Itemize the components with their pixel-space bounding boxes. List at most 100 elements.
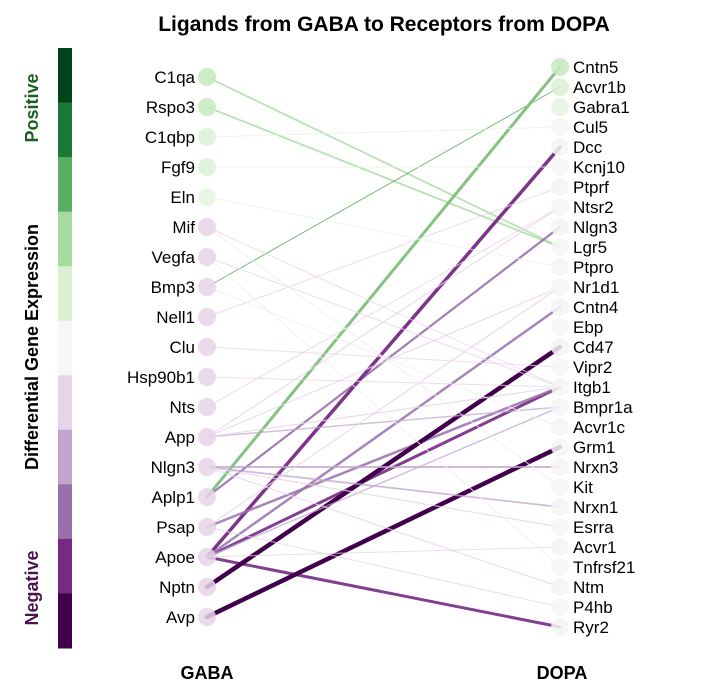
link-hsp90b1-itgb1	[206, 376, 561, 388]
receptor-node[interactable]	[551, 518, 569, 536]
ligand-node[interactable]	[198, 188, 216, 206]
ligand-node[interactable]	[198, 98, 216, 116]
ligand-node[interactable]	[198, 428, 216, 446]
receptor-node[interactable]	[551, 578, 569, 596]
receptor-node[interactable]	[551, 618, 569, 636]
link-eln-ptpro	[206, 196, 561, 268]
receptor-node[interactable]	[551, 338, 569, 356]
legend: Positive Differential Gene Expression Ne…	[22, 48, 72, 649]
ligand-node[interactable]	[198, 608, 216, 626]
receptor-label: Ryr2	[573, 618, 609, 637]
receptor-label: Ptpro	[573, 258, 614, 277]
receptor-node[interactable]	[551, 58, 569, 76]
link-app-nr1d1	[206, 286, 561, 438]
receptor-node[interactable]	[551, 598, 569, 616]
ligand-node[interactable]	[198, 308, 216, 326]
receptor-node[interactable]	[551, 198, 569, 216]
receptor-node[interactable]	[551, 398, 569, 416]
receptor-label: Nrxn3	[573, 458, 618, 477]
ligand-node[interactable]	[198, 278, 216, 296]
link-psap-itgb1	[205, 385, 562, 529]
receptor-node[interactable]	[551, 178, 569, 196]
receptor-node[interactable]	[551, 558, 569, 576]
receptor-node[interactable]	[551, 538, 569, 556]
ligand-node[interactable]	[198, 338, 216, 356]
link-c1qa-lgr5	[206, 76, 561, 248]
receptor-label: Ntsr2	[573, 198, 614, 217]
ligand-node[interactable]	[198, 218, 216, 236]
receptor-label: Gabra1	[573, 98, 630, 117]
legend-negative-label: Negative	[22, 550, 42, 625]
nodes-layer	[198, 58, 569, 636]
legend-swatch	[58, 48, 72, 104]
ligand-node[interactable]	[198, 248, 216, 266]
ligand-label: Nptn	[159, 578, 195, 597]
receptor-node[interactable]	[551, 458, 569, 476]
ligand-label: Clu	[169, 338, 195, 357]
legend-title: Differential Gene Expression	[22, 224, 42, 470]
receptor-node[interactable]	[551, 378, 569, 396]
receptor-label: Dcc	[573, 138, 603, 157]
ligand-node[interactable]	[198, 398, 216, 416]
receptor-node[interactable]	[551, 98, 569, 116]
ligand-label: Nell1	[156, 308, 195, 327]
receptor-node[interactable]	[551, 498, 569, 516]
link-avp-grm1	[204, 444, 563, 620]
receptor-label: Acvr1	[573, 538, 616, 557]
legend-swatch	[58, 157, 72, 213]
receptor-label: Kit	[573, 478, 593, 497]
receptor-label: Ebp	[573, 318, 603, 337]
receptor-label: Grm1	[573, 438, 616, 457]
ligand-node[interactable]	[198, 68, 216, 86]
receptor-node[interactable]	[551, 318, 569, 336]
ligand-node[interactable]	[198, 518, 216, 536]
ligand-node[interactable]	[198, 368, 216, 386]
receptor-node[interactable]	[551, 478, 569, 496]
receptor-node[interactable]	[551, 298, 569, 316]
ligand-node[interactable]	[198, 458, 216, 476]
receptor-label: Cd47	[573, 338, 614, 357]
legend-color-bar	[58, 48, 72, 649]
receptor-node[interactable]	[551, 438, 569, 456]
receptor-label: Cntn5	[573, 58, 618, 77]
receptor-node[interactable]	[551, 258, 569, 276]
legend-swatch	[58, 320, 72, 376]
link-nlgn3-ntm	[206, 466, 561, 588]
link-apoe-bmpr1a	[206, 406, 561, 558]
receptor-node[interactable]	[551, 218, 569, 236]
receptor-label: Acvr1b	[573, 78, 626, 97]
legend-swatch	[58, 484, 72, 540]
ligand-label: C1qa	[154, 68, 195, 87]
receptor-label: Nlgn3	[573, 218, 617, 237]
receptor-node[interactable]	[551, 78, 569, 96]
ligand-label: Nlgn3	[151, 458, 195, 477]
receptor-label: Kcnj10	[573, 158, 625, 177]
ligand-label: Apoe	[155, 548, 195, 567]
receptor-node[interactable]	[551, 118, 569, 136]
receptor-node[interactable]	[551, 138, 569, 156]
legend-swatch	[58, 211, 72, 267]
ligand-node[interactable]	[198, 158, 216, 176]
receptor-label: Itgb1	[573, 378, 611, 397]
legend-swatch	[58, 375, 72, 431]
receptor-node[interactable]	[551, 278, 569, 296]
ligand-node[interactable]	[198, 578, 216, 596]
link-nlgn3-esrra	[206, 466, 561, 528]
legend-swatch	[58, 429, 72, 485]
ligand-node[interactable]	[198, 128, 216, 146]
ligand-label: Nts	[170, 398, 196, 417]
receptor-node[interactable]	[551, 358, 569, 376]
receptor-label: Esrra	[573, 518, 614, 537]
ligand-label: Vegfa	[152, 248, 196, 267]
ligand-label: Psap	[156, 518, 195, 537]
ligand-node[interactable]	[198, 488, 216, 506]
receptor-node[interactable]	[551, 158, 569, 176]
link-nts-ntsr2	[206, 206, 561, 408]
legend-swatch	[58, 102, 72, 158]
receptor-label: Lgr5	[573, 238, 607, 257]
legend-swatch	[58, 593, 72, 649]
receptor-node[interactable]	[551, 238, 569, 256]
ligand-node[interactable]	[198, 548, 216, 566]
receptor-node[interactable]	[551, 418, 569, 436]
